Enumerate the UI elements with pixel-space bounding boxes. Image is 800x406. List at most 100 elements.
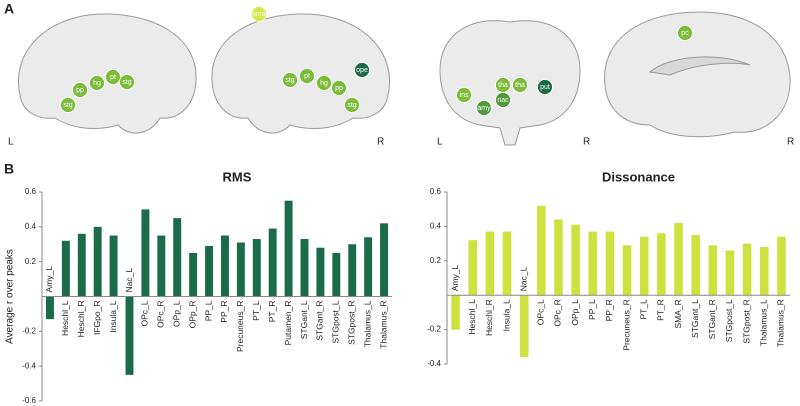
brain-node-label: stg [285,77,294,84]
x-tick-label: STGant_R [707,299,717,339]
x-tick-label: STGpost_L [724,299,734,342]
brain-node-label: tha [515,82,525,89]
x-tick-label: PT_L [251,300,261,321]
y-tick-label: 0.6 [430,187,442,196]
x-tick-label: OPc_R [156,301,166,328]
brain-node [354,62,370,78]
bar [252,239,261,297]
brain-node-label: nac [497,97,509,104]
bar [173,218,182,297]
brain-node-label: pt [304,73,310,80]
x-tick-label: OPp_R [187,301,197,329]
brain-node-label: pp [76,87,84,94]
brain-node-label: hg [320,80,328,87]
y-tick-label: -0.4 [22,361,36,370]
y-tick-label: 0.2 [430,256,442,265]
bar [332,252,341,297]
bar [759,247,769,296]
bar [742,243,752,296]
brain-node [344,97,360,113]
hemisphere-label: R [377,137,384,148]
brain-drawings [18,11,791,146]
bar [571,224,580,296]
brain-node [282,72,298,88]
bar [674,222,683,296]
bar [380,223,389,297]
hemisphere-label: R [583,137,590,148]
bar [141,209,150,297]
bar [77,233,86,297]
panel-label: A [4,1,14,17]
x-tick-label: Precuneus_R [621,299,631,351]
brain-node-label: tha [498,82,508,89]
hemisphere-label: R [787,137,794,148]
brain-node [119,74,135,90]
bar [622,245,632,296]
hemisphere-label: L [8,137,14,148]
x-tick-label: PT_R [267,301,277,323]
y-tick-label: -0.4 [427,359,441,368]
bar [537,205,546,296]
bar [45,296,54,320]
y-tick-label: 0.4 [430,222,442,231]
bar [468,240,478,296]
chart-title: RMS [223,169,252,184]
bar [605,231,615,296]
x-tick-label: OPc_R [553,299,563,326]
bar [268,228,277,297]
x-tick-label: Nac_L [124,268,134,293]
x-tick-label: Nac_L [518,266,528,291]
bar [220,235,229,297]
x-tick-label: PP_R [604,299,614,321]
x-tick-label: Amy_L [450,264,460,291]
x-tick-label: Precuneus_R [235,301,245,353]
brain-medial [604,11,791,138]
brain-node [60,97,76,113]
brain-node [331,80,347,96]
x-tick-label: Heschl_R [484,299,494,336]
panel-label: B [4,161,14,177]
x-tick-label: STGant_L [299,300,309,339]
x-tick-label: PP_L [203,300,213,321]
brain-node-label: hg [93,80,101,87]
x-tick-label: Insula_L [501,299,511,331]
bar [236,242,245,297]
brain-node [495,92,511,108]
brain-node [316,75,332,91]
brain-node [677,25,693,41]
bar [348,244,357,297]
y-tick-label: 0.2 [25,257,37,266]
x-tick-label: PP_L [587,299,597,320]
y-tick-label: -0.2 [427,325,441,334]
corpus-callosum [648,56,751,76]
x-tick-label: Heschl_L [467,299,477,335]
x-tick-label: STGant_L [690,299,700,338]
bar [61,240,70,297]
x-tick-label: PT_L [638,299,648,320]
x-tick-label: STGpost_R [741,299,751,343]
bar [485,231,495,296]
x-tick-label: OPp_L [570,299,580,326]
brain-node-label: stg [122,79,131,86]
x-tick-label: STGpost_L [331,300,341,343]
y-tick-label: 0.6 [25,187,37,196]
bar [300,239,309,297]
brain-node [299,68,315,84]
x-tick-label: STGant_R [315,301,325,341]
bar [691,235,700,296]
bar [189,252,198,297]
x-tick-label: SMA_R [673,299,683,328]
x-tick-label: Heschl_L [60,300,70,336]
brain-node-label: pp [335,85,343,92]
brain-node-label: stg [63,102,72,109]
x-tick-label: OPc_L [140,300,150,326]
x-tick-label: Thalamus_R [378,301,388,349]
x-tick-label: STGpost_R [346,301,356,345]
bar [109,235,118,297]
x-tick-label: Thalamus_L [759,299,769,346]
bar [725,250,735,296]
bar [316,247,325,297]
bar [777,236,786,296]
bar [284,200,293,297]
